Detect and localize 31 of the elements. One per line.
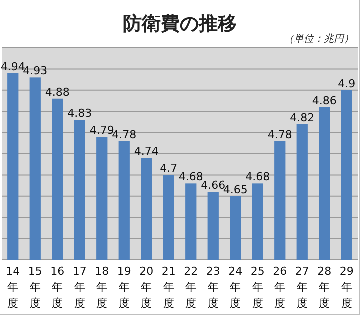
x-tick-label: 14年度 [6, 265, 20, 310]
data-label: 4.86 [312, 94, 337, 108]
x-tick-label: 22年度 [184, 265, 198, 310]
x-tick-label: 15年度 [28, 265, 42, 310]
x-tick-label: 20年度 [140, 265, 154, 310]
data-label: 4.82 [290, 111, 315, 124]
chart-title: 防衛費の推移 [123, 13, 237, 35]
x-tick-label: 26年度 [273, 265, 288, 310]
data-label: 4.7 [160, 162, 178, 176]
data-label: 4.68 [178, 170, 204, 184]
x-tick-label: 21年度 [162, 265, 176, 310]
x-tick-label: 23年度 [206, 265, 220, 310]
x-tick-label: 29年度 [340, 265, 354, 310]
x-tick-label: 24年度 [228, 265, 243, 310]
x-tick-label: 19年度 [117, 265, 132, 310]
text: （単位：兆円） [284, 33, 354, 45]
data-label: 4.9 [338, 77, 356, 90]
data-label: 4.93 [23, 64, 48, 78]
data-label: 4.88 [45, 86, 70, 99]
data-label: 4.78 [112, 128, 137, 142]
data-label: 4.68 [246, 170, 270, 184]
data-label: 4.65 [223, 183, 248, 196]
x-tick-label: 25年度 [250, 265, 265, 310]
data-label: 4.83 [68, 107, 92, 120]
data-label: 4.78 [268, 128, 292, 142]
x-tick-label: 28年度 [318, 265, 332, 310]
x-tick-label: 17年度 [72, 265, 87, 310]
x-tick-label: 18年度 [95, 265, 110, 310]
data-label: 4.74 [134, 145, 159, 158]
x-tick-label: 16年度 [50, 265, 65, 310]
x-tick-label: 27年度 [295, 265, 310, 310]
